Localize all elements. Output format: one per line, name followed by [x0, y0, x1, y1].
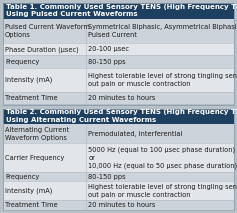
Bar — [3, 43, 234, 56]
Text: Frequency: Frequency — [5, 59, 39, 65]
Text: 20 minutes to hours: 20 minutes to hours — [88, 95, 155, 101]
Bar — [3, 200, 234, 210]
Text: Treatment Time: Treatment Time — [5, 202, 58, 208]
Bar — [3, 92, 234, 105]
Bar — [3, 56, 234, 68]
Bar — [3, 108, 234, 210]
Text: Alternating Current
Waveform Options: Alternating Current Waveform Options — [5, 127, 69, 141]
Text: Table 2. Commonly Used Sensory TENS (High Frequency TENS) Parameters -
Using Alt: Table 2. Commonly Used Sensory TENS (Hig… — [6, 109, 237, 123]
Text: 80-150 pps: 80-150 pps — [88, 174, 126, 180]
Text: Pulsed Current Waveform
Options: Pulsed Current Waveform Options — [5, 24, 90, 38]
Bar — [3, 143, 234, 172]
Text: 20 minutes to hours: 20 minutes to hours — [88, 202, 155, 208]
Text: 5000 Hz (equal to 100 μsec phase duration)
or
10,000 Hz (equal to 50 μsec phase : 5000 Hz (equal to 100 μsec phase duratio… — [88, 147, 237, 168]
Bar — [3, 68, 234, 92]
Text: Carrier Frequency: Carrier Frequency — [5, 155, 64, 161]
Bar — [3, 3, 234, 19]
Bar — [3, 124, 234, 143]
Text: 80-150 pps: 80-150 pps — [88, 59, 126, 65]
Bar — [3, 181, 234, 200]
Text: Phase Duration (μsec): Phase Duration (μsec) — [5, 46, 79, 53]
Text: Intensity (mA): Intensity (mA) — [5, 188, 52, 194]
Text: 20-100 μsec: 20-100 μsec — [88, 46, 129, 52]
Text: Symmetrical Biphasic, Asymmetrical Biphasic, High Volt
Pulsed Current: Symmetrical Biphasic, Asymmetrical Bipha… — [88, 24, 237, 38]
Bar — [3, 172, 234, 181]
Text: Intensity (mA): Intensity (mA) — [5, 77, 52, 83]
Text: Table 1. Commonly Used Sensory TENS (High Frequency TENS) Parameters -
Using Pul: Table 1. Commonly Used Sensory TENS (Hig… — [6, 4, 237, 17]
Text: Frequency: Frequency — [5, 174, 39, 180]
Text: Treatment Time: Treatment Time — [5, 95, 58, 101]
Bar — [3, 3, 234, 105]
Text: Highest tolerable level of strong tingling sensation with-
out pain or muscle co: Highest tolerable level of strong tingli… — [88, 73, 237, 87]
Bar — [3, 19, 234, 43]
Text: Premodulated, Interferential: Premodulated, Interferential — [88, 131, 182, 137]
Text: Highest tolerable level of strong tingling sensation with-
out pain or muscle co: Highest tolerable level of strong tingli… — [88, 184, 237, 198]
Bar — [3, 108, 234, 124]
